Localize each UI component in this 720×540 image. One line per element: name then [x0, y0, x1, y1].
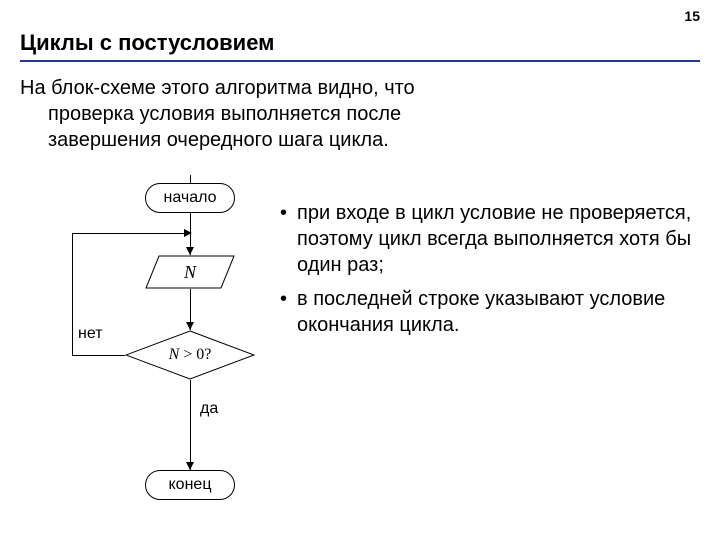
bullet-item: • при входе в цикл условие не проверяетс… — [280, 200, 700, 278]
bullet-text: в последней строке указывают условие око… — [297, 286, 700, 338]
arrow-down-icon — [186, 322, 194, 330]
bullet-item: • в последней строке указывают условие о… — [280, 286, 700, 338]
start-node: начало — [145, 183, 235, 213]
end-node: конец — [145, 470, 235, 500]
desc-line-3: завершения очередного шага цикла. — [48, 127, 700, 153]
arrow-right-icon — [184, 229, 192, 237]
flow-line — [190, 175, 191, 183]
flow-line — [190, 380, 191, 470]
io-label: N — [184, 262, 196, 283]
description: На блок-схеме этого алгоритма видно, что… — [20, 75, 700, 153]
desc-line-1: На блок-схеме этого алгоритма видно, что — [20, 75, 700, 101]
title-underline — [20, 60, 700, 62]
flowchart: начало N N > 0? нет да конец — [50, 175, 280, 515]
bullet-marker-icon: • — [280, 286, 287, 338]
arrow-down-icon — [186, 247, 194, 255]
decision-label: N > 0? — [169, 346, 212, 364]
yes-label: да — [200, 400, 218, 418]
no-label: нет — [78, 325, 103, 343]
decision-node: N > 0? — [125, 330, 255, 380]
bullet-marker-icon: • — [280, 200, 287, 278]
bullet-list: • при входе в цикл условие не проверяетс… — [280, 200, 700, 346]
flow-line — [72, 233, 190, 234]
io-node: N — [145, 255, 235, 289]
flow-line — [72, 355, 125, 356]
start-label: начало — [163, 189, 216, 207]
bullet-text: при входе в цикл условие не проверяется,… — [297, 200, 700, 278]
end-label: конец — [169, 476, 212, 494]
page-number: 15 — [684, 8, 700, 24]
desc-line-2: проверка условия выполняется после — [48, 101, 700, 127]
flow-line — [72, 233, 73, 355]
page-title: Циклы с постусловием — [20, 30, 274, 56]
arrow-down-icon — [186, 462, 194, 470]
